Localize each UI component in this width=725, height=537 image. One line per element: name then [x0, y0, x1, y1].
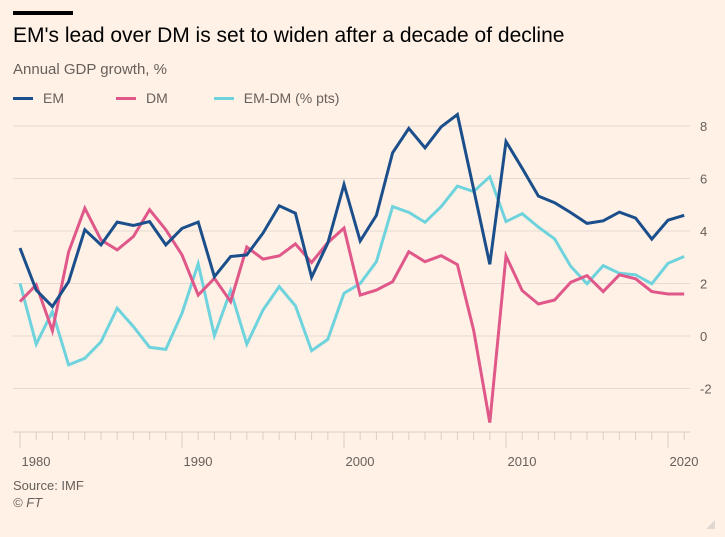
- x-tick-label: 1980: [22, 454, 51, 469]
- x-tick-label: 2010: [508, 454, 537, 469]
- legend-label-dm: DM: [146, 90, 168, 106]
- copyright-note: © FT: [13, 495, 43, 510]
- y-tick-label: -2: [700, 382, 712, 397]
- series-line-em-dm: [18, 174, 685, 367]
- x-axis: 1980 1990 2000 2010 2020: [13, 431, 699, 469]
- x-tick-label: 1990: [184, 454, 213, 469]
- legend-swatch-em-dm: [213, 96, 234, 100]
- legend-swatch-dm: [116, 96, 136, 100]
- x-tick-label: 2020: [670, 454, 699, 469]
- x-tick-label: 2000: [346, 454, 375, 469]
- legend-swatch-em: [13, 96, 33, 100]
- legend-label-em: EM: [43, 90, 64, 106]
- series-line-em: [18, 111, 685, 309]
- gridlines: [13, 125, 690, 389]
- y-tick-label: 4: [700, 224, 707, 239]
- series-line-dm: [18, 204, 685, 423]
- title-accent-bar: [13, 11, 73, 15]
- legend-item-em-dm: EM-DM (% pts): [213, 90, 340, 106]
- resize-handle: [706, 520, 715, 529]
- source-note: Source: IMF: [13, 478, 84, 493]
- series-lines: [18, 111, 685, 423]
- y-tick-label: 0: [700, 329, 707, 344]
- y-tick-labels: 8 6 4 2 0 -2: [700, 119, 712, 397]
- legend-item-em: EM: [13, 90, 64, 106]
- legend-label-em-dm: EM-DM (% pts): [243, 90, 340, 106]
- y-tick-label: 2: [700, 277, 707, 292]
- chart-title: EM's lead over DM is set to widen after …: [13, 24, 565, 47]
- legend: EM DM EM-DM (% pts): [13, 90, 367, 106]
- legend-item-dm: DM: [116, 90, 168, 106]
- y-tick-label: 8: [700, 119, 707, 134]
- y-tick-label: 6: [700, 172, 707, 187]
- chart-subtitle: Annual GDP growth, %: [13, 61, 167, 78]
